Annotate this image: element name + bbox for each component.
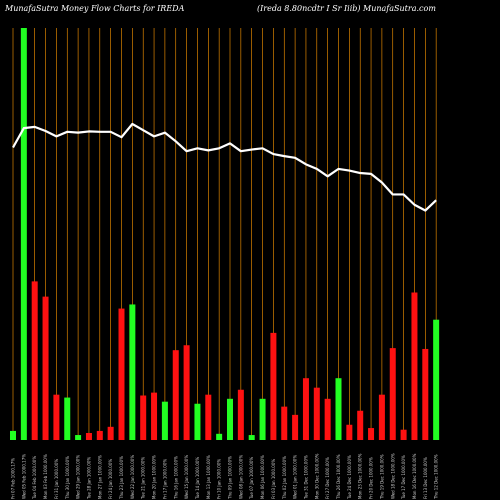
x-tick-label: Wed 18 Dec 1000.00% [390, 453, 395, 499]
money-flow-bar [85, 432, 92, 440]
money-flow-bar [194, 403, 201, 440]
money-flow-bar [42, 296, 49, 440]
x-tick-label: Mon 30 Dec 1000.00% [314, 453, 319, 499]
money-flow-bar [129, 304, 136, 440]
money-flow-bar [346, 424, 353, 440]
money-flow-bar [389, 348, 396, 440]
money-flow-bar [248, 435, 255, 440]
money-flow-bar [64, 397, 71, 440]
x-tick-label: Fri 31 Jan 1000.00% [54, 459, 59, 499]
money-flow-bar [237, 389, 244, 440]
x-tick-label: Thu 30 Jan 1000.00% [65, 456, 70, 500]
money-flow-bar [140, 395, 147, 440]
money-flow-bar [107, 426, 114, 440]
x-tick-label: Mon 16 Dec 1000.00% [412, 453, 417, 499]
chart-header-right: (Ireda 8.80ncdtr I Sr Iiib) MunafaSutra.… [257, 4, 436, 13]
x-tick-label: Thu 02 Jan 1000.00% [282, 456, 287, 500]
x-tick-label: Wed 22 Jan 1000.00% [130, 455, 135, 499]
money-flow-bar [378, 394, 385, 440]
x-tick-label: Mon 27 Jan 1000.00% [97, 455, 102, 499]
x-tick-label: Mon 23 Dec 1000.00% [358, 453, 363, 499]
x-tick-label: Tue 17 Dec 1000.00% [401, 455, 406, 500]
x-tick-label: Thu 09 Jan 1000.00% [228, 456, 233, 500]
money-flow-bar [10, 430, 16, 440]
money-flow-bar [227, 398, 233, 440]
money-flow-bar [302, 378, 309, 440]
money-flow-bar [259, 398, 266, 440]
x-tick-label: Fri 17 Jan 1000.00% [162, 459, 167, 499]
money-flow-bar [422, 348, 429, 440]
x-tick-label: Wed 15 Jan 1000.00% [184, 455, 189, 499]
money-flow-bar [151, 392, 158, 440]
x-tick-label: Thu 12 Dec 1000.00% [434, 454, 439, 500]
x-tick-label: Fri 03 Jan 1000.00% [271, 459, 276, 499]
money-flow-bar [53, 394, 60, 440]
money-flow-bar [411, 292, 418, 440]
x-tick-label: Tue 04 Feb 1000.00% [32, 456, 37, 500]
money-flow-bar [433, 319, 440, 440]
money-flow-bar [96, 430, 103, 440]
x-tick-label: Tue 24 Dec 1000.00% [347, 455, 352, 500]
money-flow-bar [400, 429, 407, 440]
money-flow-bar [335, 378, 342, 440]
money-flow-bar [31, 281, 38, 440]
money-flow-bar [183, 345, 190, 440]
x-tick-label: Thu 26 Dec 1000.00% [336, 454, 341, 500]
x-tick-label: Thu 16 Jan 1000.00% [173, 456, 178, 500]
x-tick-label: Fri 24 Jan 1000.00% [108, 459, 113, 499]
money-flow-bar [324, 398, 331, 440]
money-flow-bar [20, 28, 27, 440]
x-tick-label: Fri 10 Jan 1000.00% [217, 459, 222, 499]
x-tick-label: Thu 23 Jan 1000.00% [119, 456, 124, 500]
price-line [12, 122, 437, 212]
x-tick-label: Wed 08 Jan 1000.00% [238, 455, 243, 499]
x-tick-label: Mon 03 Feb 1000.00% [43, 454, 48, 499]
x-tick-label: Fri 27 Dec 1000.00% [325, 457, 330, 499]
money-flow-bar [281, 406, 288, 440]
money-flow-bar [75, 435, 82, 440]
money-flow-bar [292, 414, 299, 440]
x-tick-label: Mon 13 Jan 1000.00% [206, 455, 211, 499]
x-tick-label: Fri 07 Feb 1000.17% [11, 458, 16, 499]
money-flow-bar [205, 394, 212, 440]
x-tick-label: Tue 21 Jan 1000.00% [141, 457, 146, 500]
money-flow-bar [357, 410, 364, 440]
x-tick-label: Mon 06 Jan 1000.00% [260, 455, 265, 499]
money-flow-bar [161, 401, 168, 440]
x-tick-label: Tue 07 Jan 1000.00% [249, 457, 254, 500]
money-flow-bar [368, 428, 375, 440]
money-flow-bar [313, 387, 320, 440]
x-tick-label: Wed 05 Feb 1000.17% [21, 454, 26, 499]
x-tick-label: Thu 19 Dec 1000.00% [379, 454, 384, 500]
x-tick-label: Tue 14 Jan 1000.00% [195, 457, 200, 500]
money-flow-bar [172, 350, 179, 440]
x-tick-label: Mon 20 Jan 1000.00% [152, 455, 157, 499]
money-flow-bar [270, 332, 277, 440]
x-tick-label: Tue 28 Jan 1000.00% [86, 457, 91, 500]
chart-header-left: MunafaSutra Money Flow Charts for IREDA [5, 4, 185, 13]
x-tick-label: Wed 01 Jan 1000.00% [293, 455, 298, 499]
x-tick-label: Fri 13 Dec 1000.00% [423, 457, 428, 499]
x-tick-label: Tue 31 Dec 1000.00% [303, 455, 308, 500]
money-flow-bar [118, 308, 125, 440]
money-flow-bar [216, 433, 223, 440]
x-tick-label: Wed 29 Jan 1000.00% [76, 455, 81, 499]
x-tick-label: Fri 20 Dec 1000.00% [369, 457, 374, 499]
